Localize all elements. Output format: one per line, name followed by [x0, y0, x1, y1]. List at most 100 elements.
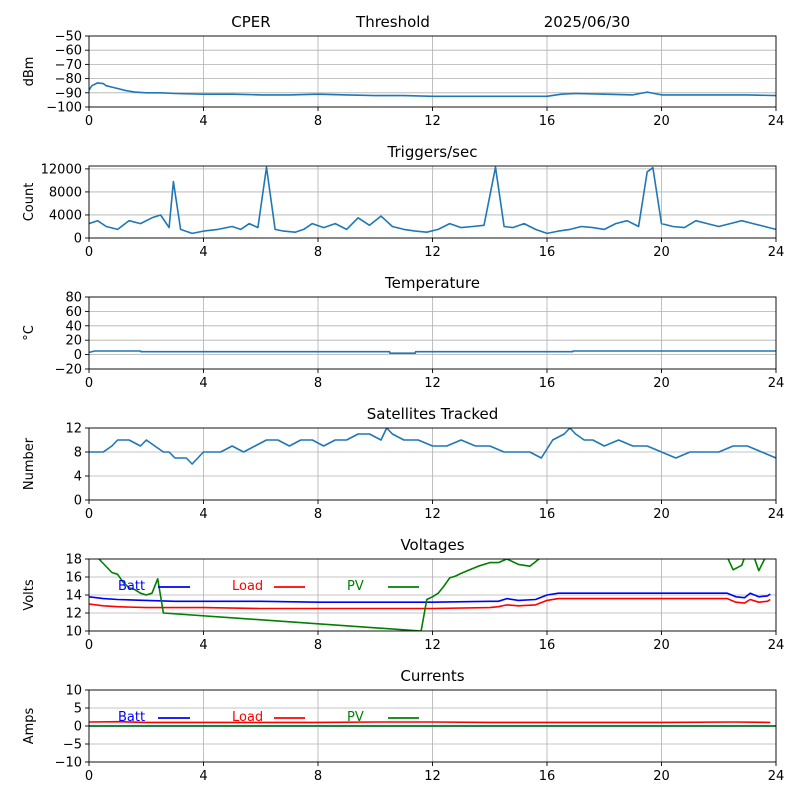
x-tick-label: 8 — [314, 638, 322, 653]
y-tick-label: −20 — [55, 363, 82, 378]
x-tick-label: 16 — [539, 638, 556, 653]
x-tick-label: 24 — [768, 638, 785, 653]
y-tick-label: 12 — [65, 607, 82, 622]
legend-label-batt: Batt — [118, 579, 145, 594]
header-station: CPER — [231, 13, 270, 31]
x-tick-label: 20 — [653, 507, 670, 522]
legend-label-batt: Batt — [118, 710, 145, 725]
x-tick-label: 12 — [424, 769, 441, 784]
x-tick-label: 0 — [85, 769, 93, 784]
x-tick-label: 8 — [314, 114, 322, 129]
y-tick-label: 16 — [65, 571, 82, 586]
chart-panel-0: 0 4 8 12 16 20 24 −100−90−80−70−60−50 dBm — [22, 30, 784, 130]
y-tick-label: 20 — [65, 334, 82, 349]
x-tick-label: 8 — [314, 245, 322, 260]
y-tick-label: 8 — [74, 446, 82, 461]
x-tick-label: 24 — [768, 114, 785, 129]
x-tick-label: 4 — [199, 114, 207, 129]
y-tick-label: 40 — [65, 319, 82, 334]
series-0-line — [89, 428, 776, 465]
y-axis-label: Volts — [22, 579, 37, 611]
series-0-line — [89, 166, 776, 235]
x-tick-label: 24 — [768, 245, 785, 260]
x-tick-label: 0 — [85, 638, 93, 653]
x-tick-label: 0 — [85, 376, 93, 391]
y-axis-label: Count — [22, 183, 37, 222]
x-tick-label: 8 — [314, 769, 322, 784]
x-tick-label: 20 — [653, 638, 670, 653]
x-tick-label: 4 — [199, 769, 207, 784]
series-0-line — [89, 82, 776, 98]
x-tick-label: 0 — [85, 245, 93, 260]
chart-panel-1: 0 4 8 12 16 20 24 0 4000 8000 12000 Triggers/sec Cou… — [22, 143, 784, 260]
chart-title: Satellites Tracked — [367, 405, 498, 423]
x-tick-label: 16 — [539, 245, 556, 260]
y-tick-label: 12 — [65, 422, 82, 437]
batt-line — [89, 592, 771, 604]
y-tick-label: 12000 — [41, 162, 82, 177]
y-tick-label: 8000 — [49, 185, 82, 200]
pv-line — [97, 559, 766, 631]
y-tick-label: 10 — [65, 684, 82, 699]
chart-panel-5: 0 4 8 12 16 20 24 −10 −5 0 5 10 Currents Amps Batt Load… — [22, 667, 784, 784]
y-tick-label: 5 — [74, 702, 82, 717]
header-mode: Threshold — [355, 13, 430, 31]
y-tick-label: −5 — [63, 738, 82, 753]
y-tick-label: 10 — [65, 625, 82, 640]
x-tick-label: 24 — [768, 769, 785, 784]
legend-label-load: Load — [232, 579, 263, 594]
x-tick-label: 4 — [199, 638, 207, 653]
y-axis-label: dBm — [22, 57, 37, 87]
y-tick-label: 18 — [65, 553, 82, 568]
y-tick-label: −100 — [46, 101, 82, 116]
x-tick-label: 16 — [539, 114, 556, 129]
x-tick-label: 12 — [424, 114, 441, 129]
x-tick-label: 20 — [653, 376, 670, 391]
x-tick-label: 0 — [85, 507, 93, 522]
y-axis-label: Number — [22, 437, 37, 490]
header-date: 2025/06/30 — [544, 13, 630, 31]
x-tick-label: 12 — [424, 507, 441, 522]
y-tick-label: 0 — [74, 348, 82, 363]
y-tick-label: −90 — [55, 86, 82, 101]
y-axis-label: °C — [22, 325, 37, 341]
x-tick-label: 20 — [653, 769, 670, 784]
x-tick-label: 16 — [539, 769, 556, 784]
y-tick-label: −80 — [55, 72, 82, 87]
x-tick-label: 24 — [768, 376, 785, 391]
x-tick-label: 16 — [539, 507, 556, 522]
x-tick-label: 12 — [424, 245, 441, 260]
y-tick-label: 4 — [74, 470, 82, 485]
series-0-line — [89, 350, 776, 355]
y-tick-label: 0 — [74, 494, 82, 509]
load-line — [89, 720, 771, 724]
x-tick-label: 20 — [653, 114, 670, 129]
x-tick-label: 8 — [314, 507, 322, 522]
x-tick-label: 8 — [314, 376, 322, 391]
x-tick-label: 4 — [199, 376, 207, 391]
load-line — [89, 597, 771, 610]
legend-label-pv: PV — [347, 579, 364, 594]
chart-panel-4: 0 4 8 12 16 20 24 10 12 14 16 18 Voltages Volts Batt Lo… — [22, 536, 784, 653]
y-tick-label: 14 — [65, 589, 82, 604]
y-tick-label: 0 — [74, 232, 82, 247]
y-tick-label: 80 — [65, 291, 82, 306]
chart-title: Temperature — [384, 274, 480, 292]
chart-title: Triggers/sec — [387, 143, 478, 161]
chart-title: Voltages — [400, 536, 464, 554]
x-tick-label: 20 — [653, 245, 670, 260]
x-tick-label: 24 — [768, 507, 785, 522]
chart-title: Currents — [400, 667, 464, 685]
x-tick-label: 12 — [424, 376, 441, 391]
y-tick-label: 60 — [65, 305, 82, 320]
x-tick-label: 4 — [199, 507, 207, 522]
y-tick-label: 0 — [74, 720, 82, 735]
y-tick-label: 4000 — [49, 208, 82, 223]
y-tick-label: −10 — [55, 756, 82, 771]
x-tick-label: 4 — [199, 245, 207, 260]
chart-panel-3: 0 4 8 12 16 20 24 0 4 8 12 Satellites Tracked Number — [22, 405, 784, 522]
